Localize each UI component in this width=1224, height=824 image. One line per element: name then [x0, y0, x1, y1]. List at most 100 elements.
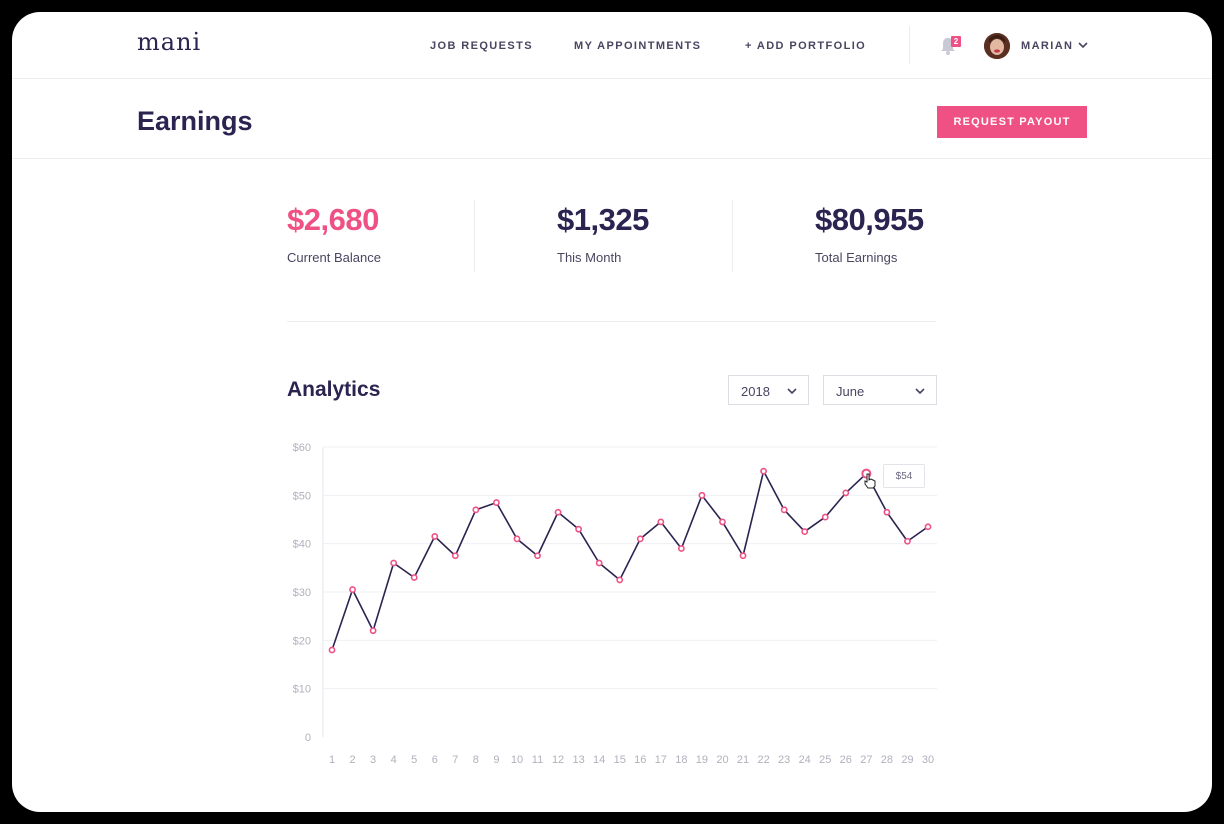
x-tick-label: 6 — [432, 754, 438, 766]
x-tick-label: 22 — [757, 754, 769, 766]
earnings-line-chart: 0$10$20$30$40$50$601 2 3 4 5 6 7 8 9 10 11 12 13 14 15… — [293, 442, 937, 766]
chevron-down-icon — [915, 388, 925, 395]
page-title: Earnings — [137, 106, 253, 136]
nav-add-portfolio[interactable]: + ADD PORTFOLIO — [745, 40, 867, 52]
y-tick-label: 0 — [305, 732, 311, 744]
month-select[interactable]: June — [823, 375, 937, 405]
year-select-value: 2018 — [741, 384, 770, 399]
page-header: Earnings REQUEST PAYOUT — [12, 79, 1212, 159]
stat-this-month: $1,325 This Month — [557, 202, 649, 265]
data-point — [534, 552, 541, 560]
x-tick-label: 2 — [349, 754, 355, 766]
series-line — [331, 470, 929, 651]
notification-badge: 2 — [951, 36, 961, 47]
chart-tooltip: $54 — [883, 464, 925, 488]
data-point — [390, 559, 398, 567]
data-point — [451, 552, 459, 560]
nav-job-requests[interactable]: JOB REQUESTS — [430, 40, 533, 52]
data-point — [719, 518, 726, 526]
data-point — [369, 627, 377, 635]
y-tick-label: $40 — [293, 539, 311, 551]
data-point — [677, 545, 685, 552]
data-point — [924, 523, 932, 531]
data-point — [883, 508, 891, 516]
y-tick-label: $60 — [293, 442, 311, 454]
stat-total-earnings: $80,955 Total Earnings — [815, 202, 924, 265]
stat-label: This Month — [557, 250, 622, 265]
x-tick-label: 3 — [370, 754, 376, 766]
data-point — [554, 508, 562, 516]
y-tick-label: $30 — [293, 587, 311, 599]
hand-cursor-icon — [864, 473, 876, 489]
stat-value: $1,325 — [557, 202, 649, 237]
data-point — [739, 552, 747, 560]
user-name[interactable]: MARIAN — [1021, 40, 1074, 52]
x-tick-label: 15 — [614, 754, 626, 766]
chevron-down-icon[interactable] — [1077, 39, 1089, 51]
nav-my-appointments[interactable]: MY APPOINTMENTS — [574, 40, 702, 52]
stat-value: $80,955 — [815, 202, 924, 237]
data-point — [698, 491, 706, 499]
data-point — [616, 576, 624, 584]
x-tick-label: 26 — [840, 754, 852, 766]
data-point — [349, 586, 356, 593]
data-point — [410, 574, 418, 581]
month-select-value: June — [836, 384, 865, 399]
x-tick-label: 12 — [552, 754, 564, 766]
x-tick-label: 1 — [329, 754, 335, 766]
data-point — [657, 518, 665, 526]
x-tick-label: 4 — [391, 754, 397, 766]
data-point — [472, 506, 480, 514]
x-tick-label: 13 — [572, 754, 584, 766]
stat-divider — [474, 200, 475, 272]
data-point — [842, 489, 850, 497]
year-select[interactable]: 2018 — [728, 375, 809, 405]
y-tick-label: $10 — [293, 684, 311, 696]
x-tick-label: 11 — [532, 754, 543, 766]
x-tick-label: 10 — [511, 754, 523, 766]
stat-divider — [732, 200, 733, 272]
section-divider — [287, 321, 936, 322]
x-tick-label: 8 — [473, 754, 479, 766]
data-point — [575, 525, 583, 533]
x-tick-label: 25 — [819, 754, 831, 766]
y-tick-label: $50 — [293, 490, 311, 502]
data-point — [493, 499, 500, 506]
x-tick-label: 19 — [696, 754, 708, 766]
x-tick-label: 5 — [411, 754, 417, 766]
x-tick-label: 14 — [593, 754, 605, 766]
x-tick-label: 9 — [493, 754, 499, 766]
x-tick-label: 16 — [634, 754, 646, 766]
x-tick-label: 27 — [860, 754, 872, 766]
x-tick-label: 30 — [922, 754, 934, 766]
data-point — [904, 537, 911, 545]
stat-current-balance: $2,680 Current Balance — [287, 202, 381, 265]
stat-label: Total Earnings — [815, 250, 898, 265]
top-nav: mani JOB REQUESTS MY APPOINTMENTS + ADD … — [12, 12, 1212, 79]
data-point — [636, 535, 644, 543]
data-point — [780, 506, 788, 514]
data-point — [760, 467, 767, 475]
request-payout-button[interactable]: REQUEST PAYOUT — [937, 106, 1087, 138]
data-point — [821, 513, 829, 521]
avatar[interactable] — [984, 33, 1010, 59]
x-tick-label: 7 — [452, 754, 458, 766]
x-tick-label: 24 — [799, 754, 811, 766]
x-tick-label: 28 — [881, 754, 893, 766]
logo[interactable]: mani — [137, 28, 202, 56]
chevron-down-icon — [787, 388, 797, 395]
app-window: mani JOB REQUESTS MY APPOINTMENTS + ADD … — [12, 12, 1212, 812]
data-point — [595, 559, 603, 567]
x-tick-label: 17 — [655, 754, 667, 766]
x-tick-label: 23 — [778, 754, 790, 766]
x-tick-label: 21 — [737, 754, 749, 766]
data-point — [431, 533, 439, 540]
data-point — [513, 535, 521, 543]
nav-divider — [909, 26, 910, 64]
data-point — [801, 528, 809, 535]
y-tick-label: $20 — [293, 635, 311, 647]
stat-label: Current Balance — [287, 250, 381, 265]
data-point — [328, 646, 336, 654]
x-tick-label: 18 — [675, 754, 687, 766]
x-tick-label: 29 — [901, 754, 913, 766]
